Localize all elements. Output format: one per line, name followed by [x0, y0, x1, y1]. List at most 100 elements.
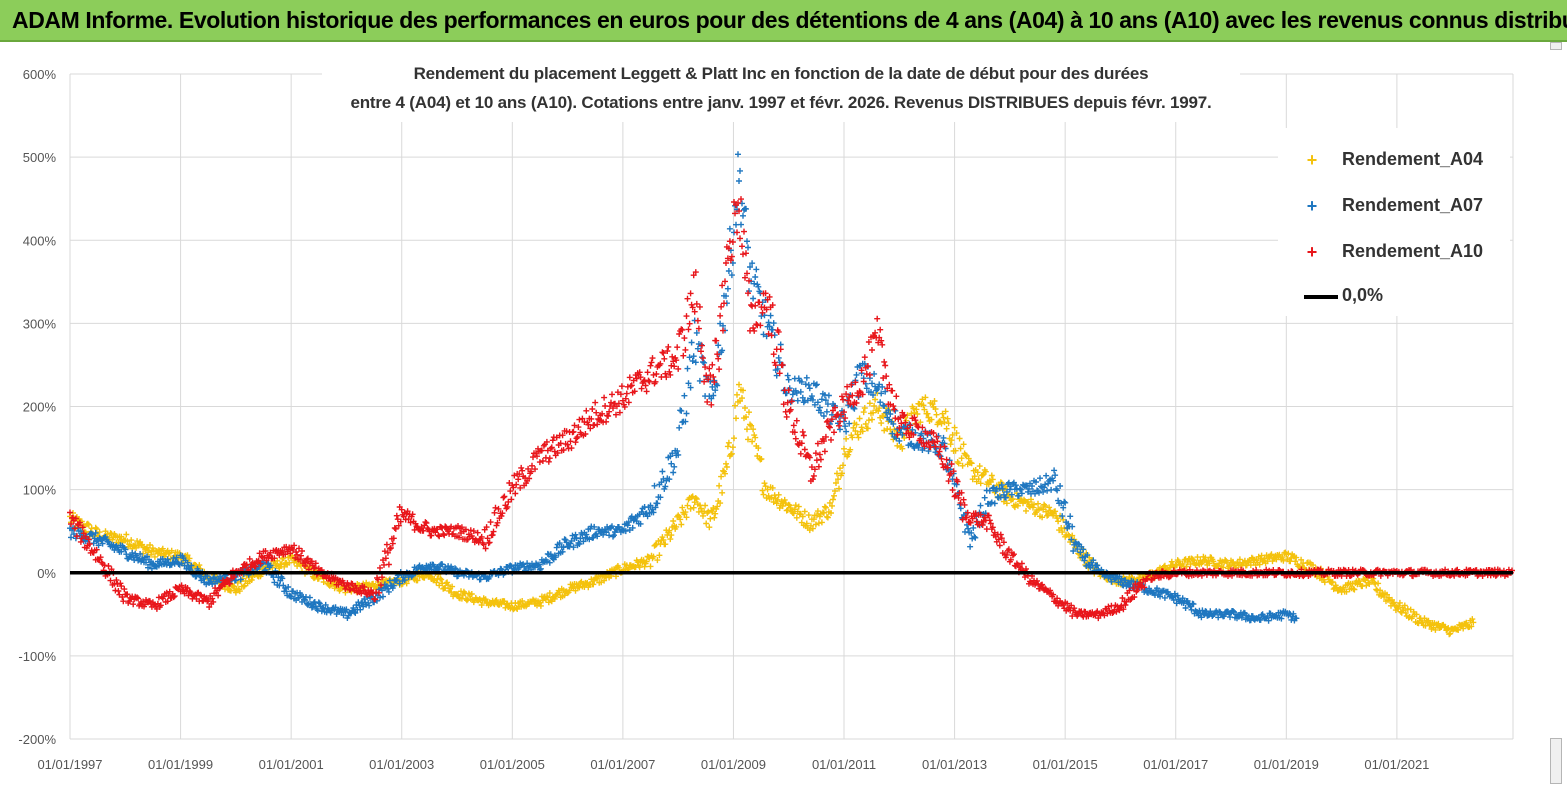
resize-handle-bottom[interactable] [1550, 738, 1562, 784]
data-point [1168, 558, 1175, 565]
data-point [736, 178, 742, 184]
data-point [1447, 630, 1454, 637]
data-point [575, 539, 582, 546]
data-point [835, 476, 841, 483]
data-point [696, 303, 703, 310]
data-point [130, 601, 137, 608]
data-point [492, 504, 499, 511]
data-point [744, 426, 750, 433]
data-point [739, 243, 745, 250]
data-point [855, 434, 862, 441]
data-point [519, 598, 526, 604]
data-point [627, 383, 634, 390]
data-point [556, 589, 563, 596]
x-tick-label: 01/01/2011 [812, 757, 876, 772]
data-point [537, 565, 544, 572]
data-point [718, 303, 725, 310]
data-point [390, 582, 397, 589]
data-point [899, 445, 906, 452]
data-point [770, 320, 777, 327]
data-point [751, 327, 758, 334]
data-point [92, 524, 99, 531]
data-point [1031, 501, 1037, 508]
data-point [537, 602, 544, 609]
data-point [1044, 512, 1051, 519]
data-point [762, 483, 769, 490]
data-point [689, 493, 696, 500]
data-point [637, 520, 644, 527]
data-point [687, 505, 694, 512]
data-point [790, 510, 797, 517]
data-point [892, 415, 899, 422]
series-rendement_a07 [67, 151, 1300, 624]
data-point [377, 564, 383, 571]
data-point [489, 532, 496, 538]
data-point [866, 400, 873, 407]
data-point [486, 573, 493, 580]
data-point [788, 398, 795, 405]
data-point [1415, 620, 1422, 627]
data-point [477, 576, 484, 583]
data-point [366, 602, 373, 609]
x-tick-label: 01/01/2003 [369, 757, 434, 772]
data-point [626, 374, 633, 381]
data-point [933, 411, 940, 418]
data-point [871, 403, 878, 409]
data-point [797, 388, 804, 395]
data-point [694, 317, 701, 324]
data-point [1187, 561, 1194, 568]
data-point [1390, 599, 1397, 606]
data-point [68, 534, 74, 541]
x-tick-label: 01/01/2015 [1033, 757, 1098, 772]
data-point [828, 436, 834, 443]
data-point [854, 431, 861, 438]
series-rendement_a04 [67, 381, 1477, 638]
data-point [1183, 563, 1190, 570]
data-point [148, 551, 154, 558]
data-point [173, 554, 180, 561]
data-point [1194, 554, 1201, 561]
data-point [1268, 551, 1275, 558]
data-point [774, 496, 781, 503]
data-point [107, 530, 114, 537]
data-series [67, 151, 1515, 638]
data-point [939, 410, 946, 417]
data-point [1057, 483, 1064, 489]
data-point [1023, 507, 1029, 514]
data-point [872, 396, 879, 403]
data-point [609, 523, 615, 530]
data-point [322, 601, 329, 608]
data-point [629, 524, 636, 531]
data-point [552, 554, 559, 561]
data-point [813, 381, 820, 388]
data-point [478, 602, 485, 608]
resize-handle-top[interactable] [1550, 42, 1562, 50]
data-point [825, 392, 832, 399]
data-point [806, 527, 813, 534]
data-point [618, 383, 625, 390]
data-point [841, 445, 847, 452]
data-point [659, 468, 666, 475]
data-point [149, 545, 156, 552]
data-point [866, 371, 873, 378]
data-point [687, 290, 694, 297]
data-point [701, 359, 708, 366]
data-point [118, 548, 125, 555]
data-point [1190, 557, 1197, 564]
data-point [314, 607, 321, 614]
data-point [570, 544, 577, 551]
data-point [583, 531, 590, 538]
data-point [670, 469, 677, 476]
data-point [576, 541, 583, 547]
data-point [1401, 602, 1408, 609]
data-point [943, 456, 950, 463]
data-point [793, 417, 800, 424]
data-point [752, 302, 759, 309]
data-point [922, 394, 929, 401]
data-point [501, 493, 508, 500]
data-point [728, 450, 735, 457]
data-point [539, 458, 546, 464]
data-point [650, 371, 657, 378]
data-point [676, 424, 683, 431]
data-point [725, 439, 732, 446]
